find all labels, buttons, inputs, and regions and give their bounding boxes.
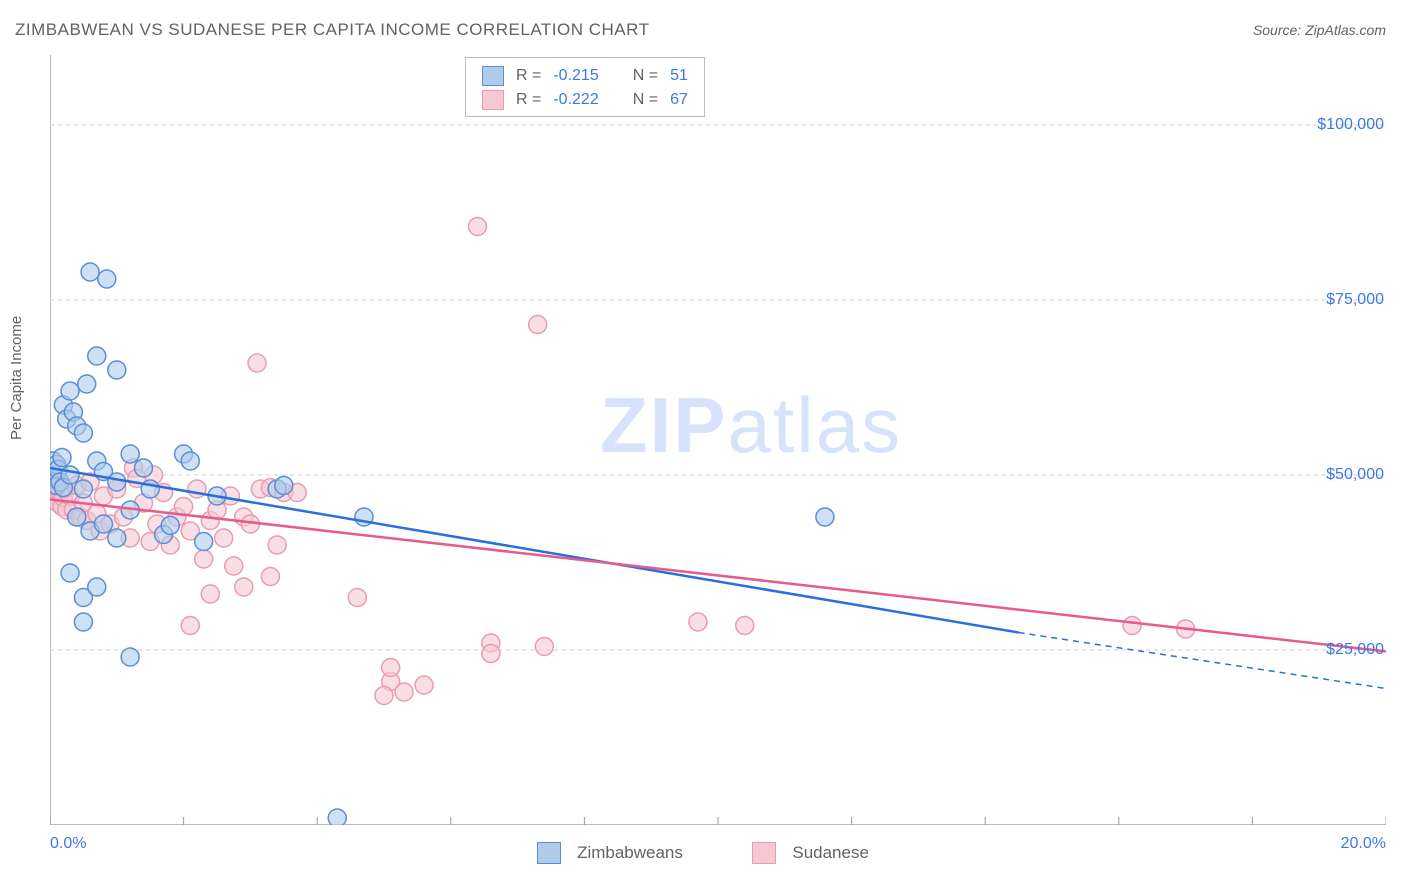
stats-legend: R = -0.215 N = 51 R = -0.222 N = 67 — [465, 57, 705, 117]
swatch-series-1 — [482, 66, 504, 86]
y-tick-label: $75,000 — [1326, 291, 1384, 309]
n-value-1: 51 — [664, 64, 694, 88]
chart-container: ZIMBABWEAN VS SUDANESE PER CAPITA INCOME… — [0, 0, 1406, 892]
y-tick-label: $50,000 — [1326, 466, 1384, 484]
r-label-2: R = — [510, 88, 547, 112]
legend-swatch-1 — [537, 842, 561, 864]
y-tick-label: $25,000 — [1326, 641, 1384, 659]
y-axis-label: Per Capita Income — [8, 316, 25, 440]
stats-row-2: R = -0.222 N = 67 — [476, 88, 694, 112]
legend-label-2: Sudanese — [792, 843, 869, 862]
r-value-2: -0.222 — [547, 88, 604, 112]
n-label-2: N = — [627, 88, 664, 112]
r-value-1: -0.215 — [547, 64, 604, 88]
r-label-1: R = — [510, 64, 547, 88]
plot-frame — [50, 55, 1386, 825]
stats-row-1: R = -0.215 N = 51 — [476, 64, 694, 88]
legend-swatch-2 — [752, 842, 776, 864]
chart-title: ZIMBABWEAN VS SUDANESE PER CAPITA INCOME… — [15, 20, 649, 40]
source-label: Source: ZipAtlas.com — [1253, 22, 1386, 38]
swatch-series-2 — [482, 90, 504, 110]
y-tick-label: $100,000 — [1317, 116, 1384, 134]
legend-label-1: Zimbabweans — [577, 843, 683, 862]
n-label-1: N = — [627, 64, 664, 88]
bottom-legend: Zimbabweans Sudanese — [0, 842, 1406, 864]
n-value-2: 67 — [664, 88, 694, 112]
